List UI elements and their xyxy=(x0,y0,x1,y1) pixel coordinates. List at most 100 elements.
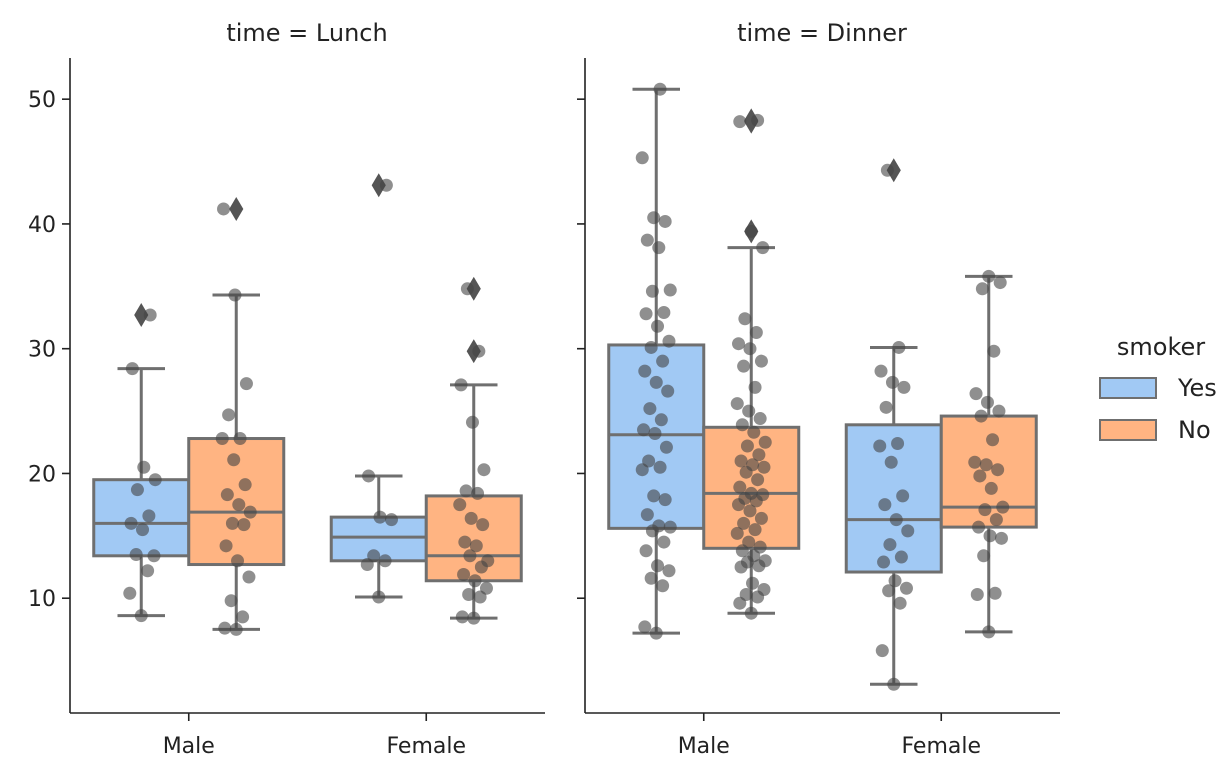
data-point xyxy=(988,586,1002,600)
data-point xyxy=(218,621,232,635)
data-point xyxy=(734,454,748,468)
data-point xyxy=(236,610,250,624)
data-point xyxy=(469,539,483,553)
data-point xyxy=(243,505,257,519)
data-point xyxy=(644,340,658,354)
data-point xyxy=(987,344,1001,358)
data-point xyxy=(654,413,668,427)
data-point xyxy=(888,574,902,588)
data-point xyxy=(467,611,481,625)
data-point xyxy=(887,677,901,691)
data-point xyxy=(468,574,482,588)
data-point xyxy=(879,400,893,414)
data-point xyxy=(134,609,148,623)
data-point xyxy=(899,581,913,595)
data-point xyxy=(645,284,659,298)
data-point xyxy=(752,448,766,462)
data-point xyxy=(744,606,758,620)
data-point xyxy=(740,439,754,453)
data-point xyxy=(477,463,491,477)
data-point xyxy=(661,384,675,398)
data-point xyxy=(124,516,138,530)
data-point xyxy=(982,269,996,283)
data-point xyxy=(464,511,478,525)
data-point xyxy=(239,377,253,391)
data-point xyxy=(481,554,495,568)
data-point xyxy=(231,554,245,568)
data-point xyxy=(733,480,747,494)
y-tick-label: 40 xyxy=(28,213,56,238)
legend-swatch-no xyxy=(1099,419,1157,441)
data-point xyxy=(148,473,162,487)
data-point xyxy=(743,504,757,518)
data-point xyxy=(379,178,393,192)
panel-lunch: time = Lunch 10 20 30 40 50 Male Female xyxy=(28,19,545,759)
x-tick-label: Female xyxy=(901,734,981,759)
data-point xyxy=(648,427,662,441)
data-point xyxy=(877,555,891,569)
data-point xyxy=(746,576,760,590)
data-point xyxy=(476,518,490,532)
data-point xyxy=(977,549,991,563)
data-point xyxy=(757,582,771,596)
data-point xyxy=(979,458,993,472)
box-group-time-dinner-male-yes xyxy=(607,82,706,640)
data-point xyxy=(147,549,161,563)
data-point xyxy=(649,626,663,640)
data-point xyxy=(747,425,761,439)
data-point xyxy=(663,283,677,297)
data-point xyxy=(756,241,770,255)
data-point xyxy=(453,498,467,512)
box-group-time-lunch-female-no xyxy=(424,276,523,625)
data-point xyxy=(638,620,652,634)
data-point xyxy=(373,510,387,524)
data-point xyxy=(756,488,770,502)
data-point xyxy=(975,282,989,296)
data-point xyxy=(754,354,768,368)
data-point xyxy=(639,307,653,321)
data-point xyxy=(222,408,236,422)
data-point xyxy=(978,503,992,517)
box-group-time-lunch-male-no xyxy=(187,196,286,636)
data-point xyxy=(733,115,747,129)
data-point xyxy=(896,489,910,503)
legend-swatch-yes xyxy=(1099,377,1157,399)
data-point xyxy=(984,481,998,495)
data-point xyxy=(992,404,1006,418)
data-point xyxy=(454,378,468,392)
data-point xyxy=(989,513,1003,527)
data-point xyxy=(215,432,229,446)
data-point xyxy=(649,375,663,389)
data-point xyxy=(744,224,758,238)
data-point xyxy=(465,415,479,429)
data-point xyxy=(986,433,1000,447)
data-point xyxy=(973,469,987,483)
data-point xyxy=(749,325,763,339)
y-tick-label: 30 xyxy=(28,338,56,363)
data-point xyxy=(878,498,892,512)
data-point xyxy=(889,513,903,527)
data-point xyxy=(225,516,239,530)
data-point xyxy=(219,539,233,553)
data-point xyxy=(742,404,756,418)
data-point xyxy=(753,540,767,554)
x-tick-label: Male xyxy=(678,734,730,759)
x-tick-label: Male xyxy=(163,734,215,759)
data-point xyxy=(737,359,751,373)
data-point xyxy=(657,535,671,549)
data-point xyxy=(885,375,899,389)
data-point xyxy=(644,571,658,585)
data-point xyxy=(232,498,246,512)
data-point xyxy=(647,211,661,225)
data-point xyxy=(662,334,676,348)
data-point xyxy=(653,82,667,96)
data-point xyxy=(224,594,238,608)
data-point xyxy=(378,554,392,568)
data-point xyxy=(880,163,894,177)
data-point xyxy=(996,500,1010,514)
data-point xyxy=(651,559,665,573)
data-point xyxy=(143,308,157,322)
data-point xyxy=(460,282,474,296)
data-point xyxy=(142,509,156,523)
data-point xyxy=(129,548,143,562)
